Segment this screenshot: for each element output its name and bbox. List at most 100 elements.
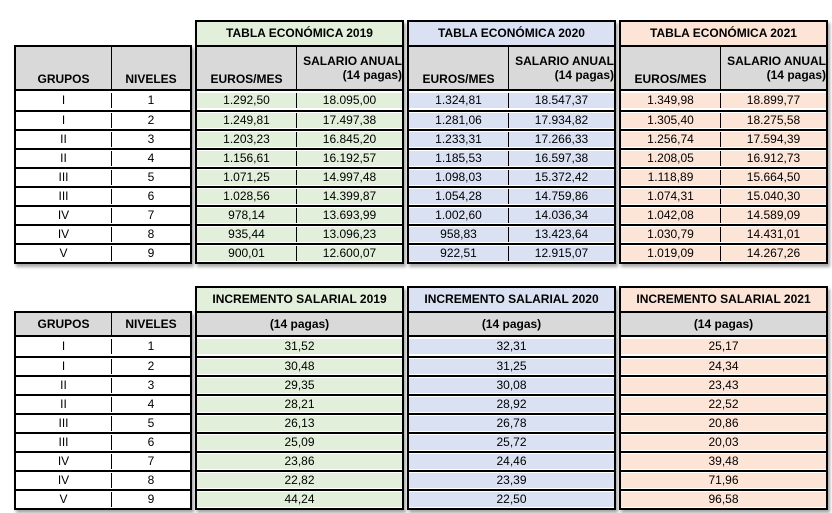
niveles-column-header: NIVELES (112, 313, 190, 335)
table-row: 23,43 (621, 375, 826, 394)
grupo-cell: III (16, 189, 112, 204)
salario-anual-line2: (14 pagas) (554, 68, 614, 82)
table-row: 1.292,50 18.095,00 (197, 91, 402, 110)
table-row: II 4 (16, 148, 190, 167)
incremento-cell: 32,31 (409, 339, 614, 354)
table-row: 1.203,23 16.845,20 (197, 129, 402, 148)
table-row: 31,25 (409, 356, 614, 375)
increment-year-rows-2021: 25,17 24,34 23,43 22,52 20,86 20,03 39,48 71,96… (621, 337, 826, 508)
nivel-cell: 8 (147, 227, 155, 241)
nivel-cell: 3 (147, 132, 155, 146)
niveles-column-header: NIVELES (112, 47, 190, 89)
salario-anual-header: SALARIO ANUAL (14 pagas) (509, 47, 614, 89)
table-row: 1.249,81 17.497,38 (197, 110, 402, 129)
table-row: 22,52 (621, 394, 826, 413)
euros-mes-cell: 1.281,06 (409, 113, 509, 128)
table-row: 20,03 (621, 432, 826, 451)
table-row: 25,09 (197, 432, 402, 451)
incremento-cell: 28,92 (409, 397, 614, 412)
euros-mes-cell: 935,44 (197, 227, 297, 242)
table-row: II 3 (16, 129, 190, 148)
euros-mes-cell: 1.054,28 (409, 189, 509, 204)
table-row: 30,08 (409, 375, 614, 394)
table-row: II 4 (16, 394, 190, 413)
euros-mes-cell: 1.071,25 (197, 170, 297, 185)
table-row: 922,51 12.915,07 (409, 243, 614, 262)
table-row: 1.002,60 14.036,34 (409, 205, 614, 224)
salario-anual-cell: 17.266,33 (509, 132, 614, 147)
incremento-cell: 23,43 (621, 378, 826, 393)
table-row: 32,31 (409, 337, 614, 356)
euros-mes-header: EUROS/MES (409, 47, 509, 89)
euros-mes-cell: 900,01 (197, 246, 297, 261)
nivel-cell: 4 (147, 151, 155, 165)
table-row: III 6 (16, 186, 190, 205)
increment-year-title-2019: INCREMENTO SALARIAL 2019 (197, 288, 402, 313)
incremento-cell: 22,52 (621, 397, 826, 412)
table-row: 978,14 13.693,99 (197, 205, 402, 224)
salary-table: GRUPOS NIVELES I 1 I 2 II 3 II 4 III 5 III 6 IV 7 IV 8 V… (14, 20, 828, 264)
table-row: 28,21 (197, 394, 402, 413)
table-row: 29,35 (197, 375, 402, 394)
salary-year-rows-2020: 1.324,81 18.547,37 1.281,06 17.934,82 1.233,… (409, 91, 614, 262)
salario-anual-header: SALARIO ANUAL (14 pagas) (297, 47, 402, 89)
grupo-cell: V (16, 492, 112, 507)
increment-year-rows-2020: 32,31 31,25 30,08 28,92 26,78 25,72 24,46 23,39… (409, 337, 614, 508)
euros-mes-cell: 1.042,08 (621, 208, 721, 223)
salario-anual-line2: (14 pagas) (342, 68, 402, 82)
grupos-column-header: GRUPOS (16, 313, 112, 335)
grupo-cell: IV (16, 473, 112, 488)
euros-mes-cell: 958,83 (409, 227, 509, 242)
salario-anual-cell: 14.759,86 (509, 189, 614, 204)
nivel-cell: 2 (147, 359, 155, 373)
increment-year-rows-2019: 31,52 30,48 29,35 28,21 26,13 25,09 23,86 22,82… (197, 337, 402, 508)
salario-anual-cell: 13.693,99 (297, 208, 402, 223)
salario-anual-cell: 15.664,50 (721, 170, 826, 185)
salary-year-rows-2021: 1.349,98 18.899,77 1.305,40 18.275,58 1.256,… (621, 91, 826, 262)
salario-anual-cell: 17.497,38 (297, 113, 402, 128)
salario-anual-cell: 17.594,39 (721, 132, 826, 147)
table-row: 1.074,31 15.040,30 (621, 186, 826, 205)
grupo-cell: III (16, 416, 112, 431)
table-row: 22,50 (409, 489, 614, 508)
table-row: 1.028,56 14.399,87 (197, 186, 402, 205)
euros-mes-cell: 1.203,23 (197, 132, 297, 147)
table-row: 1.305,40 18.275,58 (621, 110, 826, 129)
incremento-cell: 22,82 (197, 473, 402, 488)
grupo-cell: I (16, 359, 112, 374)
table-row: 24,34 (621, 356, 826, 375)
table-row: 1.208,05 16.912,73 (621, 148, 826, 167)
salary-year-block-2021: TABLA ECONÓMICA 2021 EUROS/MES SALARIO A… (619, 20, 828, 264)
incremento-cell: 25,17 (621, 339, 826, 354)
euros-mes-cell: 1.118,89 (621, 170, 721, 185)
grupo-cell: II (16, 378, 112, 393)
incremento-cell: 24,46 (409, 454, 614, 469)
grupo-cell: II (16, 151, 112, 166)
salary-groups-rows: I 1 I 2 II 3 II 4 III 5 III 6 IV 7 IV 8 V 9 (16, 91, 190, 262)
incremento-cell: 39,48 (621, 454, 826, 469)
incremento-cell: 29,35 (197, 378, 402, 393)
grupos-column-header: GRUPOS (16, 47, 112, 89)
table-row: 20,86 (621, 413, 826, 432)
incremento-cell: 44,24 (197, 492, 402, 507)
salario-anual-cell: 12.915,07 (509, 246, 614, 261)
incremento-cell: 31,52 (197, 339, 402, 354)
table-row: III 5 (16, 413, 190, 432)
salario-anual-cell: 13.096,23 (297, 227, 402, 242)
salario-anual-cell: 14.399,87 (297, 189, 402, 204)
increment-groups-rows: I 1 I 2 II 3 II 4 III 5 III 6 IV 7 IV 8 V 9 (16, 337, 190, 508)
euros-mes-cell: 1.292,50 (197, 93, 297, 108)
salario-anual-cell: 17.934,82 (509, 113, 614, 128)
euros-mes-cell: 1.185,53 (409, 151, 509, 166)
euros-mes-cell: 1.208,05 (621, 151, 721, 166)
salario-anual-cell: 16.192,57 (297, 151, 402, 166)
table-row: 30,48 (197, 356, 402, 375)
table-row: 1.118,89 15.664,50 (621, 167, 826, 186)
nivel-cell: 1 (147, 339, 155, 353)
table-row: IV 8 (16, 224, 190, 243)
incremento-cell: 23,86 (197, 454, 402, 469)
table-row: 1.185,53 16.597,38 (409, 148, 614, 167)
